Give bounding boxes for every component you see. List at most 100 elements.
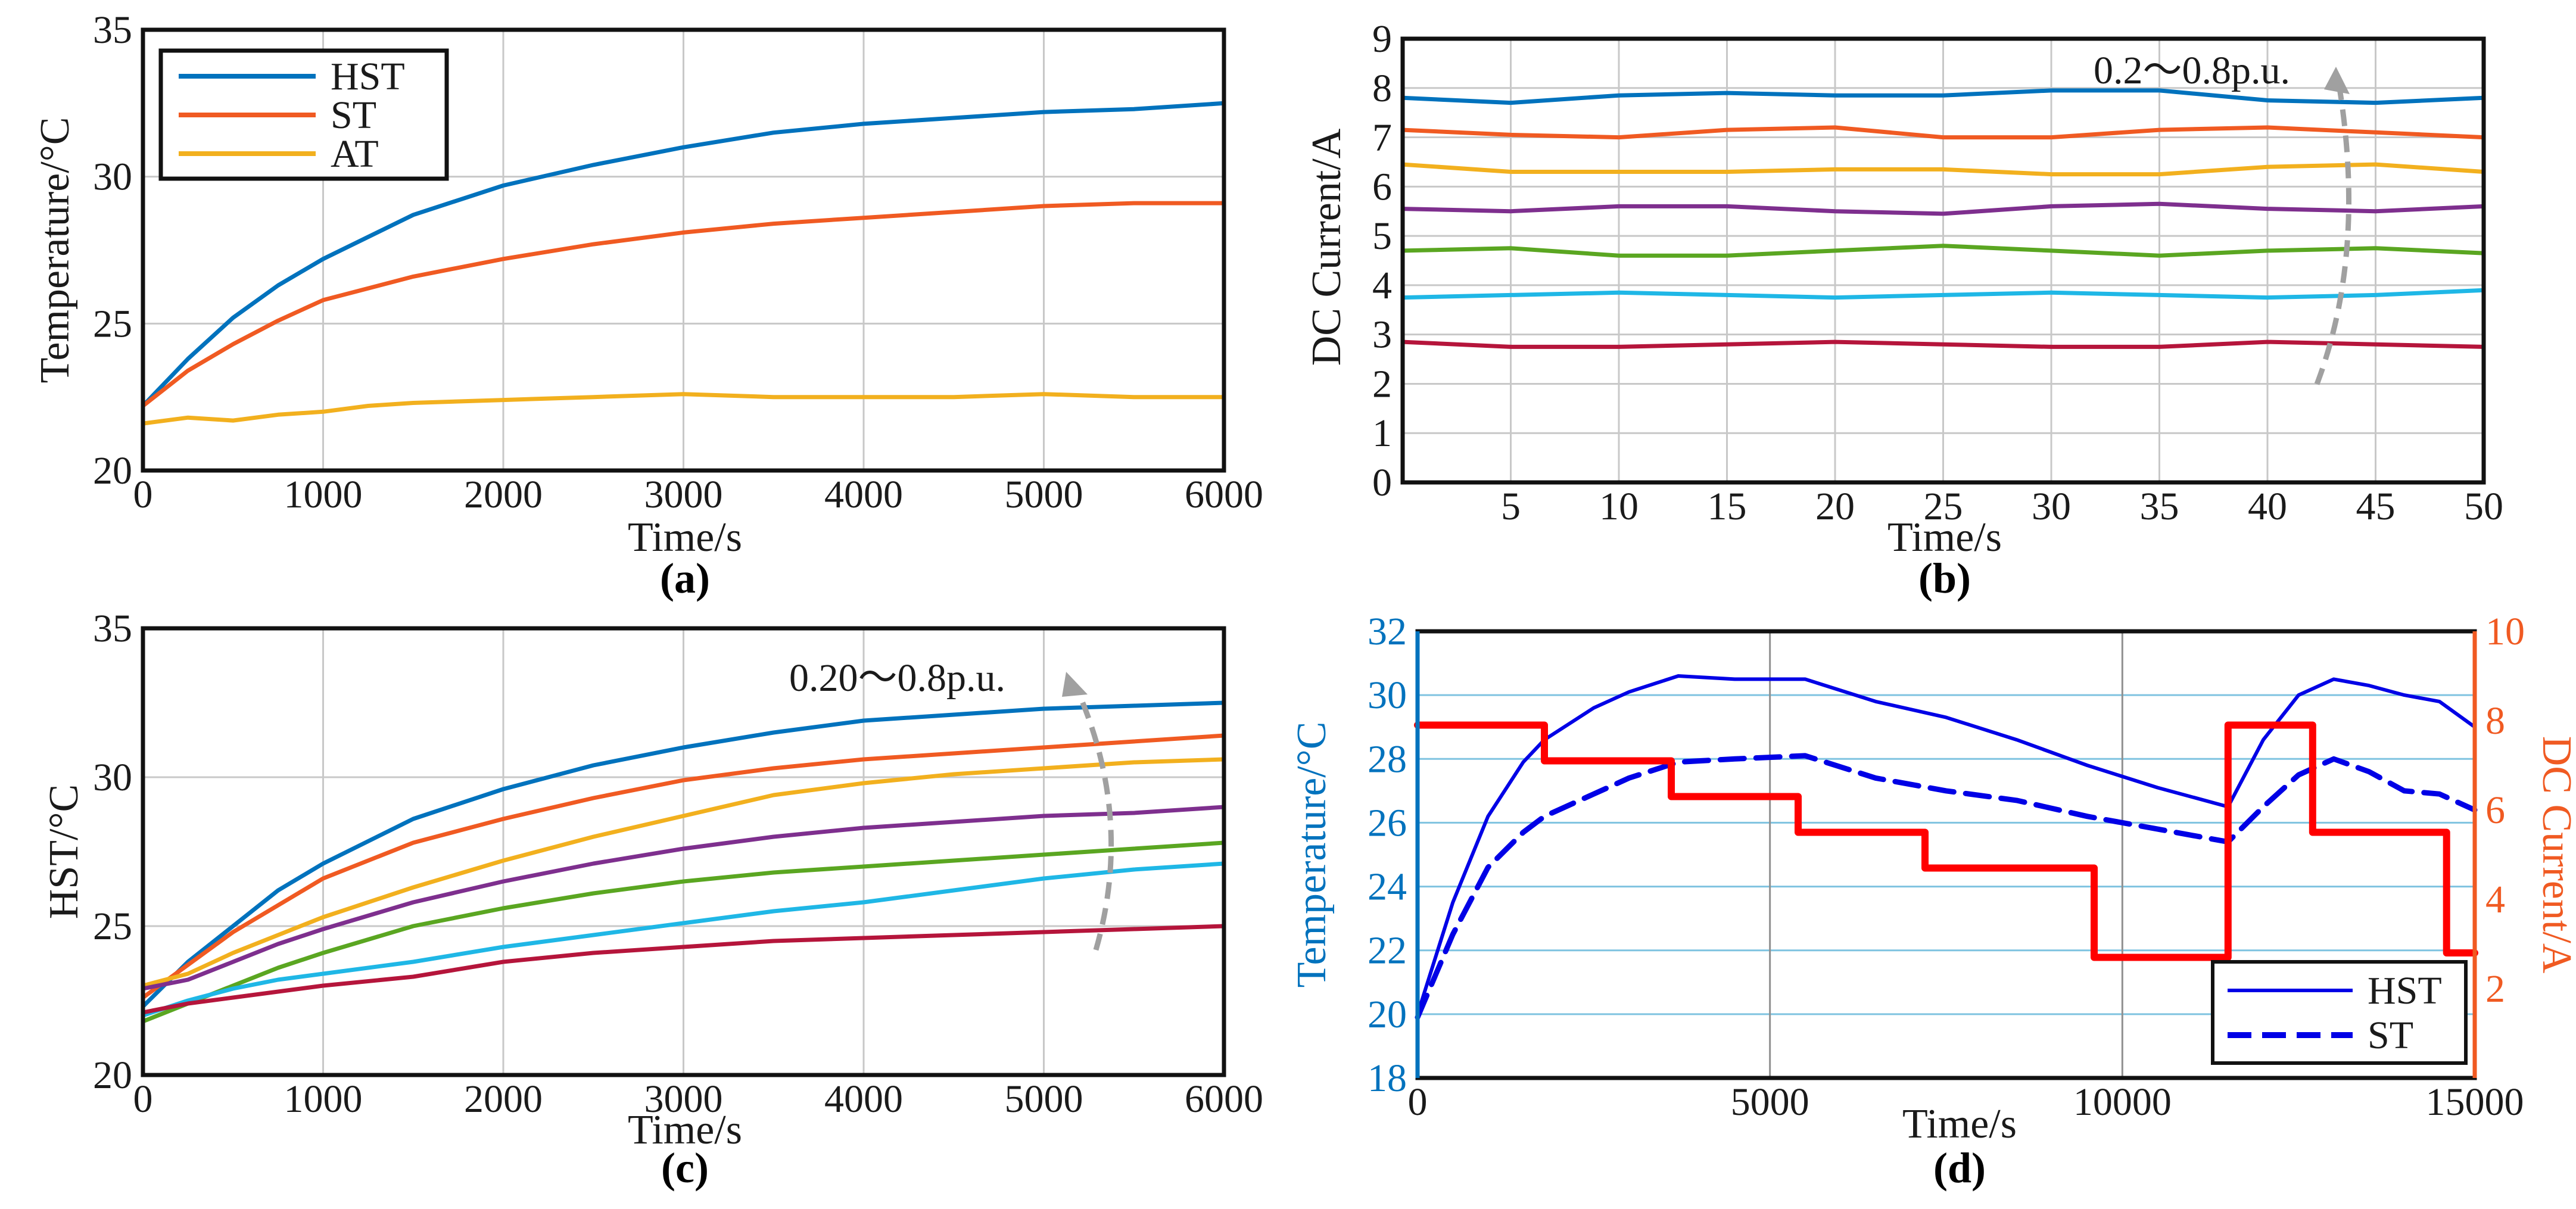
xtick-label: 50 bbox=[2464, 485, 2503, 528]
xtick-label: 40 bbox=[2248, 485, 2287, 528]
series-line-b-4 bbox=[1400, 244, 2486, 258]
xtick-label: 30 bbox=[2032, 485, 2071, 528]
chart-b-annotation-arrow bbox=[2314, 77, 2351, 385]
series-line-c-1 bbox=[141, 733, 1226, 1000]
ytick-label: 25 bbox=[93, 905, 132, 948]
xtick-label: 2000 bbox=[464, 1077, 543, 1121]
ytick-label: 4 bbox=[1372, 264, 1392, 307]
chart-c-ticks: 20 25 30 35 0 1000 2000 3000 4000 5000 6000 bbox=[93, 607, 1263, 1121]
ytick-label: 0 bbox=[1372, 461, 1392, 504]
xtick-label: 10000 bbox=[2073, 1080, 2172, 1124]
chart-b-panel-label: (b) bbox=[1918, 554, 1971, 602]
chart-a-frame bbox=[141, 27, 1226, 473]
series-line-b-6 bbox=[1400, 339, 2486, 349]
xtick-label: 6000 bbox=[1185, 473, 1263, 516]
chart-d-legend: HST ST bbox=[2211, 960, 2468, 1065]
legend-label-st: ST bbox=[331, 94, 376, 137]
ytick-label: 32 bbox=[1368, 610, 1407, 653]
ytick-label: 6 bbox=[1372, 165, 1392, 208]
xtick-label: 35 bbox=[2140, 485, 2179, 528]
series-line-b-3 bbox=[1400, 201, 2486, 216]
ytick-label: 26 bbox=[1368, 801, 1407, 845]
xtick-label: 20 bbox=[1815, 485, 1855, 528]
xtick-label: 3000 bbox=[644, 1077, 723, 1121]
series-line-c-5 bbox=[141, 861, 1226, 1018]
chart-b-xlabel: Time/s bbox=[1887, 515, 2002, 560]
xtick-label: 0 bbox=[133, 1077, 153, 1121]
series-line-a-0 bbox=[141, 101, 1226, 408]
series-line-d-0 bbox=[1416, 674, 2477, 1016]
ytick-label: 30 bbox=[93, 155, 132, 199]
series-line-a-1 bbox=[141, 201, 1226, 408]
xtick-label: 1000 bbox=[284, 473, 363, 516]
ytick-label: 8 bbox=[1372, 67, 1392, 110]
chart-a-panel-label: (a) bbox=[660, 554, 710, 602]
series-line-c-6 bbox=[141, 924, 1226, 1015]
chart-b-grid bbox=[1403, 39, 2484, 482]
chart-b-series bbox=[1400, 88, 2486, 349]
xtick-label: 4000 bbox=[824, 1077, 903, 1121]
ytick-label: 18 bbox=[1368, 1057, 1407, 1100]
ytick-label: 22 bbox=[1368, 929, 1407, 973]
ytick-label: 5 bbox=[1372, 214, 1392, 258]
chart-c-grid bbox=[143, 628, 1224, 1075]
xtick-label: 5000 bbox=[1005, 1077, 1083, 1121]
chart-d-panel-label: (d) bbox=[1933, 1144, 1986, 1192]
xtick-label: 15 bbox=[1708, 485, 1747, 528]
chart-a-ylabel: Temperature/°C bbox=[32, 117, 78, 384]
series-line-b-0 bbox=[1400, 88, 2486, 105]
ytick-label: 25 bbox=[93, 302, 132, 345]
xtick-label: 1000 bbox=[284, 1077, 363, 1121]
chart-c-annotation-arrow bbox=[1072, 684, 1114, 951]
ytick-label: 2 bbox=[1372, 362, 1392, 406]
chart-a-ticks: 20 25 30 35 0 1000 2000 3000 4000 5000 6000 bbox=[93, 8, 1263, 516]
chart-d-xlabel: Time/s bbox=[1902, 1101, 2017, 1147]
xtick-label: 5000 bbox=[1005, 473, 1083, 516]
chart-d-ylabel: Temperature/°C bbox=[1289, 722, 1335, 988]
chart-b-annotation-arrowhead bbox=[2324, 67, 2350, 94]
xtick-label: 10 bbox=[1599, 485, 1639, 528]
xtick-label: 0 bbox=[133, 473, 153, 516]
legend-label-hst: HST bbox=[331, 55, 405, 98]
legend-label-st-d: ST bbox=[2368, 1014, 2413, 1057]
chart-a: 20 25 30 35 0 1000 2000 3000 4000 5000 6000 Time/s… bbox=[32, 8, 1263, 602]
ytick-label: 3 bbox=[1372, 313, 1392, 357]
xtick-label: 2000 bbox=[464, 473, 543, 516]
ytick-right-label: 8 bbox=[2485, 699, 2505, 743]
series-line-c-2 bbox=[141, 757, 1226, 988]
chart-d-grid bbox=[1418, 631, 2475, 1078]
xtick-label: 0 bbox=[1408, 1080, 1428, 1124]
chart-c-xlabel: Time/s bbox=[628, 1107, 742, 1153]
legend-label-at: AT bbox=[331, 132, 379, 176]
ytick-right-label: 10 bbox=[2485, 610, 2525, 653]
ytick-right-label: 2 bbox=[2485, 967, 2505, 1011]
chart-c-ylabel: HST/°C bbox=[41, 784, 87, 919]
ytick-right-label: 4 bbox=[2485, 878, 2505, 921]
chart-c-frame bbox=[141, 626, 1226, 1077]
chart-b-frame bbox=[1400, 36, 2486, 485]
ytick-label: 35 bbox=[93, 607, 132, 650]
ytick-label: 1 bbox=[1372, 412, 1392, 455]
ytick-label: 20 bbox=[93, 1054, 132, 1097]
xtick-label: 25 bbox=[1924, 485, 1963, 528]
chart-a-legend: HST ST AT bbox=[158, 48, 449, 181]
chart-d-series bbox=[1414, 674, 2478, 1020]
chart-a-xlabel: Time/s bbox=[628, 515, 742, 560]
ytick-label: 9 bbox=[1372, 17, 1392, 61]
ytick-label: 24 bbox=[1368, 865, 1407, 909]
chart-b-annotation: 0.2～0.8p.u. bbox=[2094, 49, 2290, 92]
series-line-a-2 bbox=[141, 392, 1226, 426]
ytick-label: 35 bbox=[93, 8, 132, 52]
series-line-d-2 bbox=[1414, 721, 2478, 961]
chart-a-series bbox=[141, 101, 1226, 426]
ytick-label: 20 bbox=[1368, 993, 1407, 1036]
chart-d-legend-box bbox=[2211, 960, 2468, 1065]
chart-d-ylabel-right: DC Current/A bbox=[2534, 736, 2576, 974]
series-line-c-3 bbox=[141, 805, 1226, 991]
xtick-label: 5 bbox=[1501, 485, 1521, 528]
ytick-label: 20 bbox=[93, 449, 132, 493]
